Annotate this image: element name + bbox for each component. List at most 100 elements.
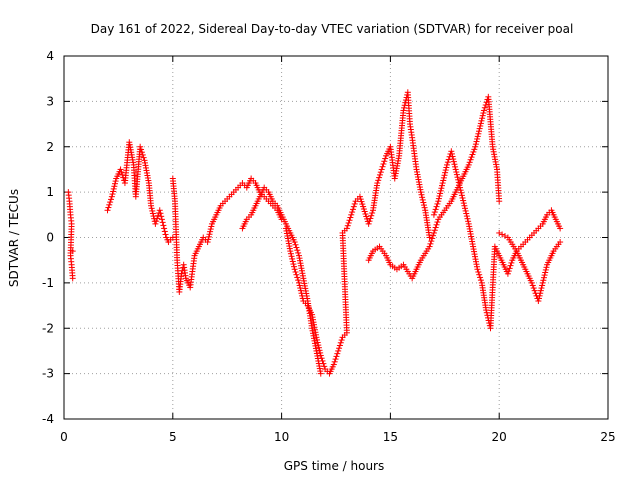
data-point <box>345 219 352 226</box>
data-point <box>483 307 490 314</box>
data-point <box>331 358 338 365</box>
data-point <box>149 207 156 214</box>
data-point <box>419 196 426 203</box>
data-point <box>138 149 145 156</box>
data-point <box>502 232 509 239</box>
data-point <box>531 287 538 294</box>
data-point <box>469 151 476 158</box>
data-point <box>368 212 375 219</box>
data-point <box>458 192 465 199</box>
data-point <box>437 190 444 197</box>
data-point <box>529 282 536 289</box>
data-point <box>315 342 322 349</box>
data-point <box>453 169 460 176</box>
data-point <box>467 156 474 163</box>
data-point <box>462 207 469 214</box>
data-point <box>332 356 339 363</box>
data-point <box>111 183 118 190</box>
data-point <box>452 163 459 170</box>
data-point <box>369 209 376 216</box>
data-point <box>154 215 161 222</box>
data-point <box>460 197 467 204</box>
data-point <box>542 269 549 276</box>
data-point <box>343 225 350 232</box>
data-point <box>290 261 297 268</box>
data-point <box>470 148 477 155</box>
data-point <box>314 339 321 346</box>
data-point <box>455 179 462 186</box>
data-point <box>111 180 118 187</box>
data-point <box>420 202 427 209</box>
data-point <box>334 350 341 357</box>
data-point <box>69 248 76 255</box>
data-point <box>117 166 124 173</box>
data-point <box>420 199 427 206</box>
data-point <box>453 171 460 178</box>
data-point <box>316 347 323 354</box>
data-point <box>108 193 115 200</box>
data-point <box>314 336 321 343</box>
data-point <box>471 146 478 153</box>
data-point <box>480 107 487 114</box>
data-point <box>442 169 449 176</box>
data-point <box>442 167 449 174</box>
data-point <box>496 198 503 205</box>
data-point <box>435 198 442 205</box>
data-point <box>178 270 185 277</box>
y-tick-label: 3 <box>46 94 54 108</box>
data-point <box>207 228 214 235</box>
data-point <box>472 141 479 148</box>
data-point <box>479 112 486 119</box>
data-point <box>294 247 301 254</box>
data-point <box>482 102 489 109</box>
data-point <box>338 337 345 344</box>
ticks <box>63 55 609 420</box>
data-point <box>505 268 512 275</box>
data-point <box>434 200 441 207</box>
data-point <box>537 290 544 297</box>
data-point <box>350 203 357 210</box>
y-tick-label: 1 <box>46 185 54 199</box>
data-point <box>208 223 215 230</box>
data-point <box>541 272 548 279</box>
data-point <box>480 110 487 117</box>
data-point <box>535 298 542 305</box>
data-point <box>539 282 546 289</box>
data-point <box>297 285 304 292</box>
x-tick-label: 15 <box>383 430 398 444</box>
data-point <box>374 180 381 187</box>
data-point <box>297 287 304 294</box>
data-point <box>148 205 155 212</box>
data-point <box>477 120 484 127</box>
data-point <box>119 171 126 178</box>
data-point <box>161 225 168 232</box>
data-point <box>377 169 384 176</box>
data-point <box>472 143 479 150</box>
data-point <box>378 166 385 173</box>
data-point <box>478 117 485 124</box>
data-point <box>432 206 439 213</box>
data-point <box>317 370 324 377</box>
data-point <box>292 241 299 248</box>
y-tick-label: 4 <box>46 49 54 63</box>
data-point <box>205 236 212 243</box>
data-point <box>451 161 458 168</box>
data-point <box>110 185 117 192</box>
data-point <box>461 202 468 209</box>
data-point <box>107 199 114 206</box>
data-point <box>336 345 343 352</box>
data-point <box>293 271 300 278</box>
data-point <box>336 342 343 349</box>
x-axis-label: GPS time / hours <box>284 459 385 473</box>
data-point <box>443 161 450 168</box>
data-point <box>419 194 426 201</box>
data-point <box>288 253 295 260</box>
data-point <box>149 210 156 217</box>
data-point <box>504 270 511 277</box>
data-point <box>481 104 488 111</box>
data-point <box>349 206 356 213</box>
data-point <box>139 151 146 158</box>
data-point <box>428 238 435 245</box>
data-point <box>430 229 437 236</box>
data-point <box>287 250 294 257</box>
